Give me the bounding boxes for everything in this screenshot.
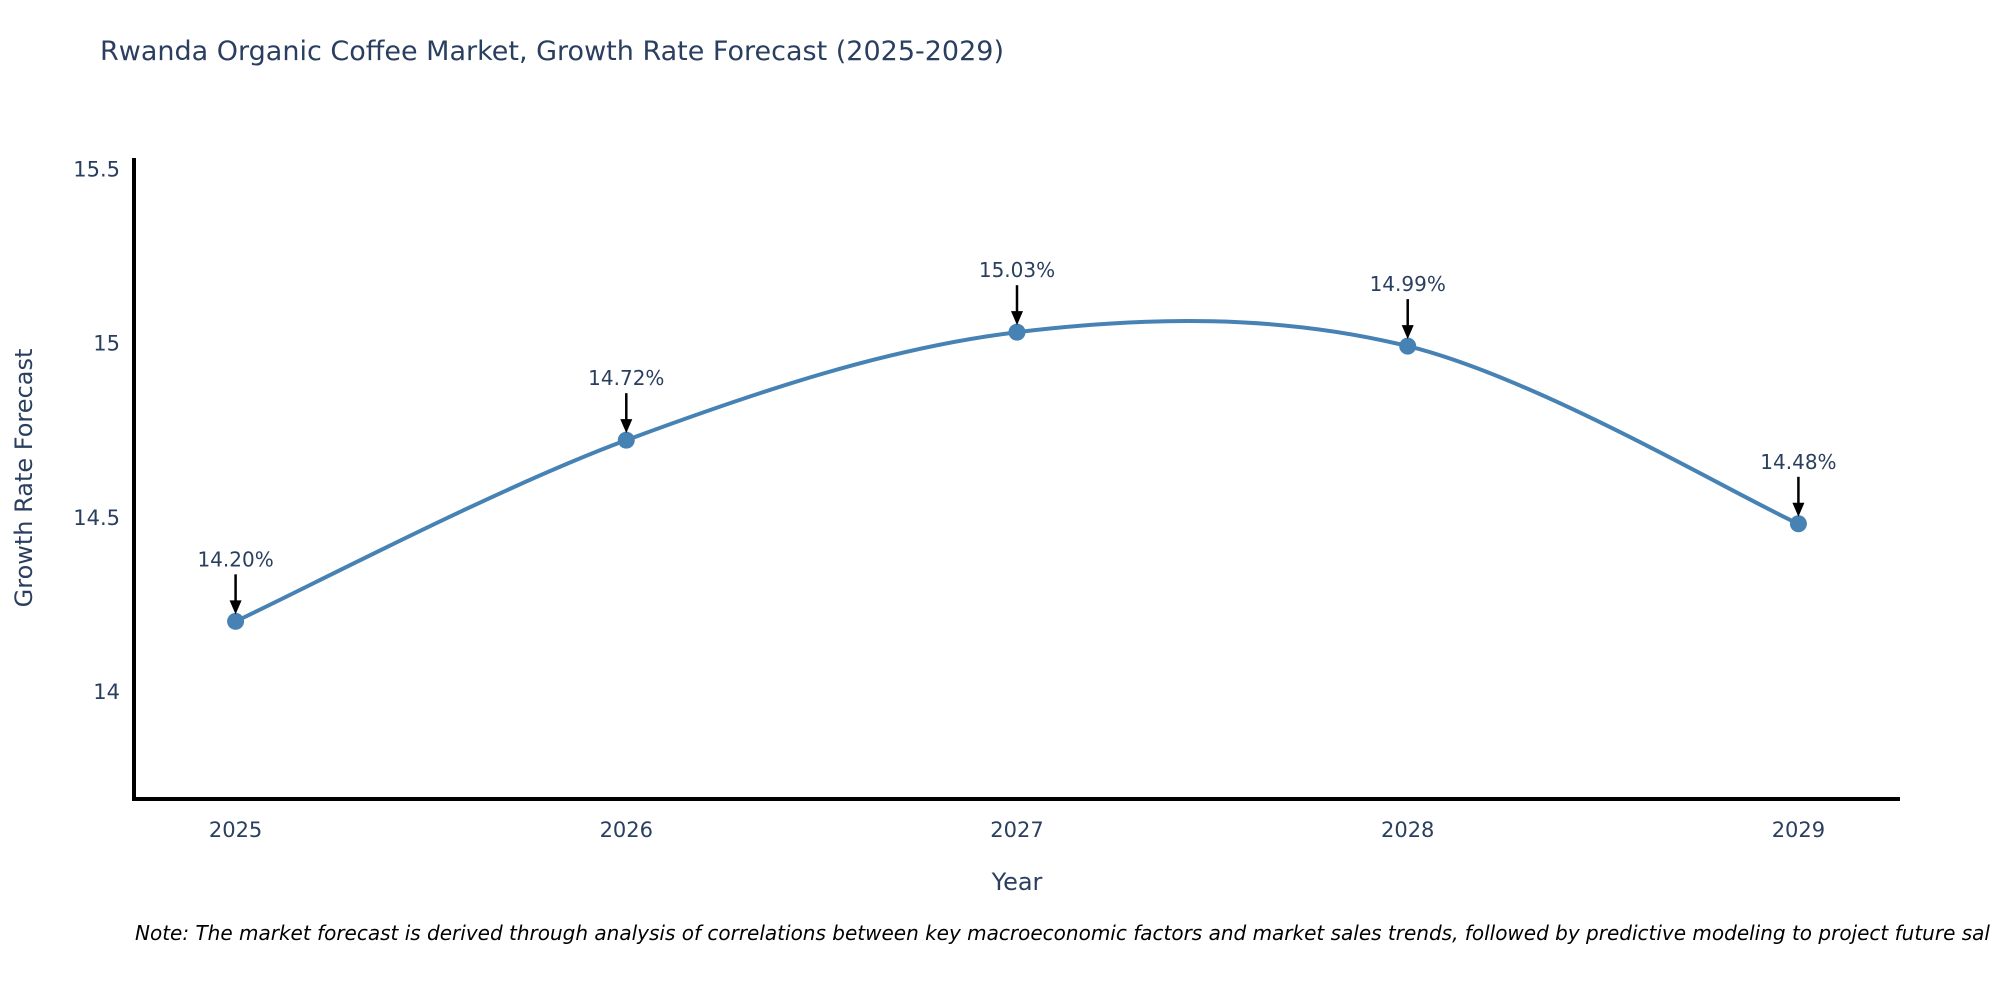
annotation-arrowhead: [1011, 311, 1023, 326]
chart-title: Rwanda Organic Coffee Market, Growth Rat…: [100, 36, 1004, 67]
data-point-marker: [227, 612, 245, 630]
x-tick-label: 2028: [1381, 818, 1434, 842]
data-point-marker: [1399, 337, 1417, 355]
x-axis-title: Year: [991, 868, 1043, 896]
annotation-label: 14.72%: [588, 366, 664, 390]
annotation-label: 14.48%: [1760, 450, 1836, 474]
annotation-label: 14.20%: [197, 547, 273, 571]
annotation-arrowhead: [620, 419, 633, 434]
trend-line: [233, 319, 1801, 624]
annotation-arrowhead: [1792, 502, 1805, 517]
annotation-label: 14.99%: [1370, 272, 1446, 296]
footnote: Note: The market forecast is derived thr…: [135, 921, 1990, 945]
y-axis-title: Growth Rate Forecast: [10, 349, 38, 608]
data-point-marker: [1789, 515, 1807, 533]
y-tick-label: 15: [93, 332, 120, 356]
y-tick-label: 15.5: [73, 157, 120, 181]
x-tick-label: 2026: [600, 818, 653, 842]
annotation-arrowhead: [1401, 325, 1414, 340]
y-tick-label: 14.5: [73, 506, 120, 530]
x-tick-label: 2027: [990, 818, 1043, 842]
x-tick-label: 2029: [1772, 818, 1825, 842]
annotation-label: 15.03%: [979, 258, 1055, 282]
x-tick-label: 2025: [209, 818, 262, 842]
data-point-marker: [617, 431, 635, 449]
y-tick-label: 14: [93, 680, 120, 704]
data-point-marker: [1008, 323, 1026, 341]
plot-area: 14 14.5 15 15.5 2025 2026 2027 2028 2029 14.20% 14…: [73, 157, 1900, 842]
annotation-arrowhead: [229, 600, 242, 615]
